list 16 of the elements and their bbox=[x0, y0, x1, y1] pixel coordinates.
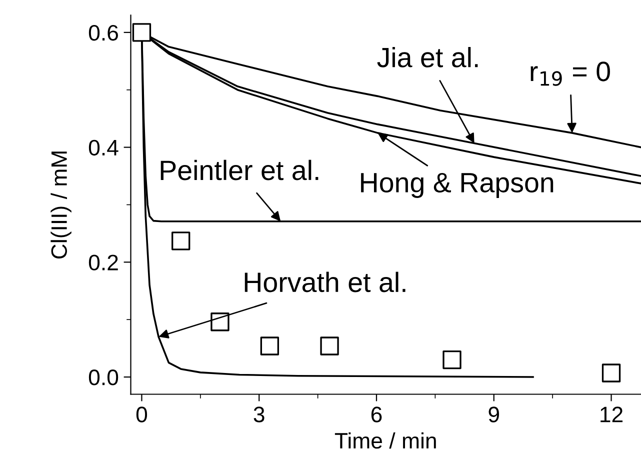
x-tick-label: 0 bbox=[136, 406, 148, 422]
y-axis-title: Cl(III) / mM bbox=[50, 152, 72, 259]
annotation: Peintler et al. bbox=[160, 160, 318, 180]
y-tick-label: 0.0 bbox=[88, 370, 118, 386]
x-tick-label: 6 bbox=[371, 406, 382, 422]
annotation: Horvath et al. bbox=[244, 272, 406, 292]
x-tick-label: 9 bbox=[488, 406, 500, 422]
y-tick-label: 0.4 bbox=[88, 140, 118, 156]
y-tick-label: 0.2 bbox=[88, 254, 118, 270]
y-tick-label: 0.6 bbox=[88, 24, 118, 41]
annotation: Jia et al. bbox=[377, 46, 478, 68]
annotation: r$_{19}$ = 0 bbox=[530, 62, 610, 86]
x-tick-label: 12 bbox=[600, 406, 623, 422]
x-tick-label: 3 bbox=[254, 406, 264, 422]
x-axis-title: Time / min bbox=[334, 432, 436, 449]
annotation: Hong & Rapson bbox=[361, 172, 554, 198]
